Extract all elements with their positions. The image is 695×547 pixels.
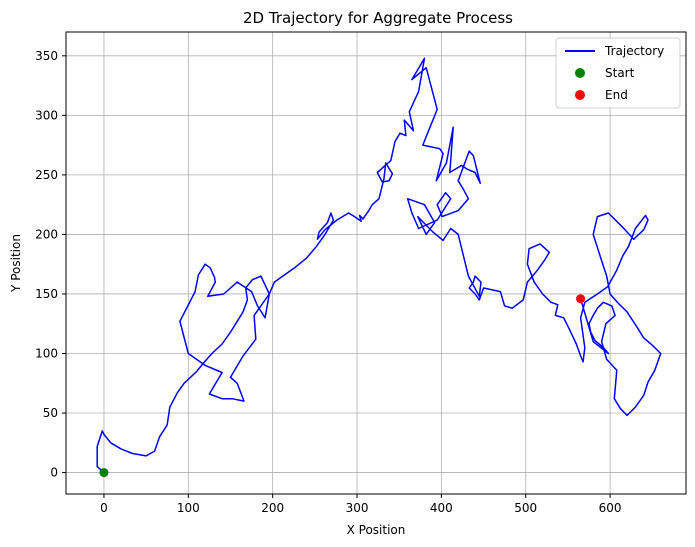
- legend-start-marker: [575, 68, 585, 78]
- legend-box: [555, 37, 681, 109]
- y-tick-label-7: 350: [35, 49, 58, 63]
- x-ticks: 0 100 200 300 400 500 600: [100, 494, 622, 515]
- series-layer: [96, 57, 662, 478]
- y-tick-label-3: 150: [35, 287, 58, 301]
- y-tick-label-0: 0: [50, 466, 58, 480]
- x-tick-label-3: 300: [346, 501, 369, 515]
- y-tick-label-1: 50: [43, 406, 58, 420]
- plot-frame: [65, 31, 687, 495]
- trajectory-line: [96, 57, 662, 474]
- legend-end-label: End: [605, 88, 628, 102]
- legend-end-marker: [575, 90, 585, 100]
- start-marker: [99, 468, 109, 478]
- chart-title: 2D Trajectory for Aggregate Process: [243, 9, 513, 27]
- legend: Trajectory Start End: [555, 37, 681, 109]
- x-axis-label: X Position: [347, 523, 406, 537]
- grid: [66, 32, 686, 494]
- y-tick-label-4: 200: [35, 227, 58, 241]
- y-axis-label: Y Position: [9, 234, 23, 293]
- legend-start-label: Start: [605, 66, 635, 80]
- x-tick-label-6: 600: [599, 501, 622, 515]
- y-ticks: 0 50 100 150 200 250 300 350: [35, 49, 66, 480]
- plot-area: 0 100 200 300 400 500 600 0 50 100 150 200 250 300 35…: [35, 31, 687, 515]
- y-tick-label-2: 100: [35, 346, 58, 360]
- y-tick-label-5: 250: [35, 168, 58, 182]
- x-tick-label-1: 100: [177, 501, 200, 515]
- end-marker: [576, 294, 586, 304]
- y-tick-label-6: 300: [35, 108, 58, 122]
- legend-trajectory-label: Trajectory: [604, 44, 664, 58]
- x-tick-label-5: 500: [514, 501, 537, 515]
- x-tick-label-4: 400: [430, 501, 453, 515]
- plot-background: [66, 32, 686, 494]
- x-tick-label-2: 200: [261, 501, 284, 515]
- x-tick-label-0: 0: [100, 501, 108, 515]
